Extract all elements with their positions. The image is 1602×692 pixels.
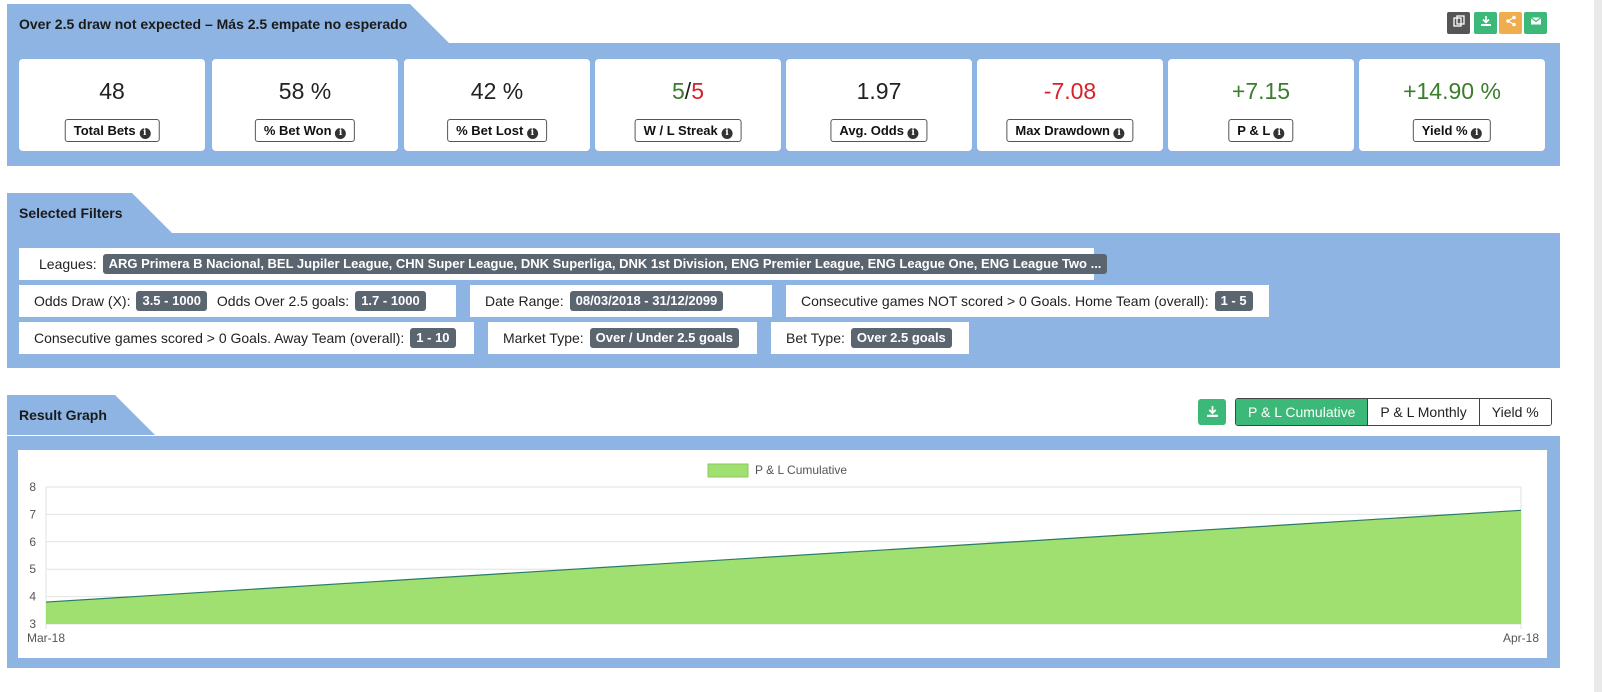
info-icon: i [721, 128, 733, 139]
stat-label-button[interactable]: Max Drawdown i [1006, 119, 1134, 142]
stat-max-drawdown: -7.08 Max Drawdown i [977, 59, 1163, 151]
graph-download-button[interactable] [1198, 399, 1226, 425]
filter-odds: Odds Draw (X): 3.5 - 1000 Odds Over 2.5 g… [19, 285, 456, 317]
stat-value: 42 % [470, 78, 524, 104]
stat-bet-won: 58 % % Bet Won i [212, 59, 398, 151]
stat-label-button[interactable]: % Bet Lost i [447, 119, 547, 142]
pl-monthly-button[interactable]: P & L Monthly [1368, 399, 1480, 425]
y-tick-label: 8 [29, 480, 36, 494]
series-area [46, 510, 1521, 624]
stat-label-button[interactable]: P & L i [1228, 119, 1294, 142]
email-icon[interactable] [1524, 12, 1547, 34]
y-tick-label: 4 [29, 590, 36, 604]
filter-badge: 1 - 10 [410, 328, 456, 349]
filter-date-range: Date Range: 08/03/2018 - 31/12/2099 [470, 285, 772, 317]
pl-cumulative-button[interactable]: P & L Cumulative [1236, 399, 1369, 425]
series-line [45, 509, 1522, 603]
y-tick-label: 3 [29, 617, 36, 631]
stat-value: 48 [99, 78, 125, 104]
stat-value: -7.08 [1043, 78, 1097, 104]
info-icon: i [139, 128, 151, 139]
info-icon: i [335, 128, 347, 139]
filter-scored-away: Consecutive games scored > 0 Goals. Away… [19, 322, 474, 354]
x-tick-label: Mar-18 [27, 631, 65, 645]
filter-bet-type: Bet Type: Over 2.5 goals [771, 322, 969, 354]
legend-swatch [707, 463, 749, 478]
chart-svg: 3 4 5 6 7 8 Mar-18 Apr-18 P & L Cumulative [27, 463, 1539, 645]
info-icon: i [1471, 128, 1483, 139]
x-tick-label: Apr-18 [1503, 631, 1539, 645]
stat-value: +14.90 % [1403, 78, 1501, 104]
stat-label-button[interactable]: Total Bets i [64, 119, 160, 142]
graph-mode-toggle: P & L Cumulative P & L Monthly Yield % [1235, 398, 1552, 426]
stat-label-button[interactable]: % Bet Won i [254, 119, 356, 142]
stat-label-button[interactable]: Avg. Odds i [830, 119, 928, 142]
stat-label-button[interactable]: Yield % i [1412, 119, 1492, 142]
info-icon: i [526, 128, 538, 139]
stat-wl-streak: 5/5 W / L Streak i [595, 59, 781, 151]
filter-badge: ARG Primera B Nacional, BEL Jupiler Leag… [102, 254, 1108, 275]
stat-total-bets: 48 Total Bets i [19, 59, 205, 151]
share-icon[interactable] [1499, 12, 1522, 34]
y-tick-label: 6 [29, 535, 36, 549]
stat-label-button[interactable]: W / L Streak i [634, 119, 742, 142]
y-tick-label: 7 [29, 507, 36, 521]
legend-label: P & L Cumulative [755, 463, 847, 477]
filter-leagues: Leagues: ARG Primera B Nacional, BEL Jupi… [19, 248, 1108, 280]
filter-market-type: Market Type: Over / Under 2.5 goals [488, 322, 757, 354]
y-tick-label: 5 [29, 562, 36, 576]
download-icon[interactable] [1474, 12, 1497, 34]
stats-panel: 48 Total Bets i 58 % % Bet Won i 42 % % … [7, 43, 1560, 166]
filter-badge: 3.5 - 1000 [136, 291, 208, 312]
graph-title: Result Graph [19, 407, 107, 423]
stat-bet-lost: 42 % % Bet Lost i [404, 59, 590, 151]
stat-value: 58 % [278, 78, 332, 104]
info-icon: i [1113, 128, 1125, 139]
stat-avg-odds: 1.97 Avg. Odds i [786, 59, 972, 151]
stat-value: +7.15 [1231, 78, 1291, 104]
filter-badge: 08/03/2018 - 31/12/2099 [569, 291, 724, 312]
result-chart: 3 4 5 6 7 8 Mar-18 Apr-18 P & L Cumulative [18, 450, 1547, 658]
download-icon [1206, 406, 1218, 417]
yield-button[interactable]: Yield % [1479, 399, 1551, 425]
page-scrollbar[interactable] [1594, 0, 1602, 692]
stat-value: 5/5 [672, 78, 704, 104]
stat-pl: +7.15 P & L i [1168, 59, 1354, 151]
filters-panel: Leagues: ARG Primera B Nacional, BEL Jupi… [7, 233, 1560, 368]
filter-badge: Over / Under 2.5 goals [589, 328, 739, 349]
info-icon: i [1273, 128, 1285, 139]
stat-value: 1.97 [856, 78, 902, 104]
page-title: Over 2.5 draw not expected – Más 2.5 emp… [19, 16, 408, 32]
stat-yield: +14.90 % Yield % i [1359, 59, 1545, 151]
info-icon: i [907, 128, 919, 139]
copy-icon[interactable] [1447, 12, 1470, 34]
filters-title: Selected Filters [19, 205, 123, 221]
filter-badge: Over 2.5 goals [850, 328, 952, 349]
filter-not-scored-home: Consecutive games NOT scored > 0 Goals. … [786, 285, 1269, 317]
filter-badge: 1 - 5 [1214, 291, 1253, 312]
filter-badge: 1.7 - 1000 [355, 291, 426, 312]
